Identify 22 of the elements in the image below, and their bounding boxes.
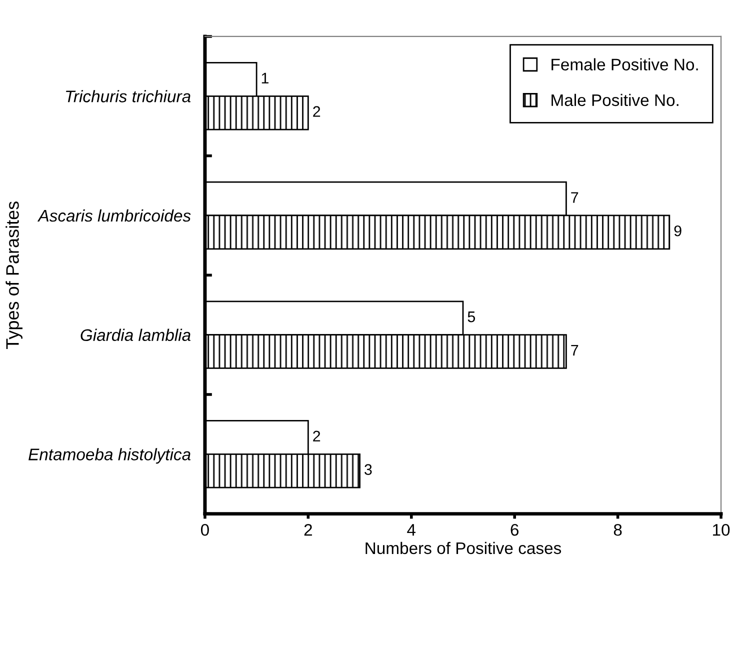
data-label: 9: [674, 225, 682, 236]
data-label: 2: [313, 430, 320, 442]
x-tick-label: 2: [304, 524, 312, 536]
x-tick-label: 4: [407, 524, 416, 536]
data-label: 2: [313, 106, 320, 117]
y-tick-label: Entamoeba histolytica: [28, 448, 191, 464]
legend-label: Female Positive No.: [552, 58, 698, 70]
data-label: 3: [364, 464, 372, 475]
y-tick-label: Trichuris trichiura: [66, 90, 191, 102]
data-label: 7: [571, 192, 578, 203]
x-axis-title: Numbers of Positive cases: [366, 542, 562, 554]
data-label: 1: [262, 72, 268, 84]
legend-label: Male Positive No.: [552, 94, 678, 106]
x-tick-label: 6: [510, 524, 518, 536]
x-tick-label: 8: [614, 524, 622, 536]
y-tick-label: Giardia lamblia: [80, 328, 191, 342]
data-label: 7: [571, 344, 578, 356]
y-axis-title: Types of Parasites: [6, 202, 22, 349]
x-tick-label: 0: [200, 524, 209, 536]
y-tick-label: Ascaris lumbricoides: [37, 209, 191, 222]
x-tick-label: 10: [713, 524, 730, 536]
data-label: 5: [468, 312, 476, 322]
